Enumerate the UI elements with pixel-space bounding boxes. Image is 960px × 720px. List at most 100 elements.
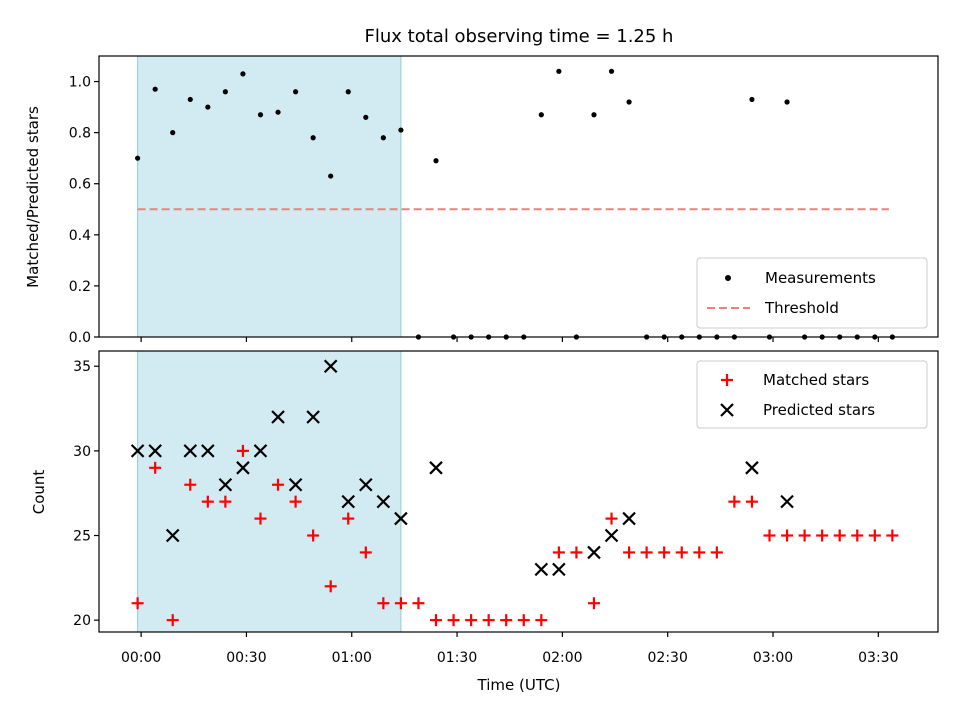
measurement-point — [538, 112, 544, 118]
predicted-star-marker — [130, 444, 145, 458]
predicted-star-marker — [271, 410, 285, 424]
matched-star-marker — [131, 597, 144, 610]
matched-star-marker — [570, 546, 583, 559]
ratio-y-axis: 0.0 0.2 0.4 0.6 0.8 1.0 — [69, 75, 99, 346]
ratio-y-tick-label: 0.8 — [69, 126, 91, 142]
matched-star-marker — [781, 529, 794, 542]
predicted-stars-points — [130, 359, 794, 577]
measurement-point — [608, 68, 615, 74]
matched-star-marker — [201, 495, 214, 508]
count-y-label: Count — [30, 470, 48, 515]
time-x-tick-label: 01:00 — [332, 650, 372, 666]
observing-window-shade-top — [137, 55, 402, 338]
predicted-star-marker — [306, 410, 320, 424]
matched-star-marker — [535, 614, 548, 627]
matched-star-marker — [359, 546, 372, 559]
predicted-star-marker — [165, 528, 180, 543]
predicted-star-marker — [218, 477, 233, 492]
ratio-legend: Measurements Threshold — [696, 257, 928, 329]
ratio-y-tick-label: 0.4 — [69, 228, 91, 244]
predicted-star-marker — [341, 494, 356, 509]
matched-star-marker — [851, 529, 864, 542]
matched-star-marker — [219, 495, 232, 508]
matched-star-marker — [693, 546, 706, 559]
predicted-star-marker — [323, 359, 338, 374]
predicted-star-marker — [183, 444, 198, 458]
measurement-point — [626, 99, 632, 105]
count-y-tick-label: 20 — [73, 613, 91, 629]
ratio-y-label: Matched/Predicted stars — [24, 106, 42, 288]
time-x-axis: 00:00 00:30 01:00 01:30 02:00 02:30 03:00 03:30 — [121, 632, 899, 666]
matched-star-marker — [465, 614, 478, 627]
count-y-tick-label: 25 — [73, 529, 91, 545]
predicted-star-marker — [201, 444, 215, 458]
measurement-point — [380, 135, 386, 141]
observing-window-shade-bottom — [137, 350, 402, 633]
predicted-star-marker — [253, 444, 268, 458]
matched-star-marker — [640, 546, 653, 559]
count-y-axis: 20 25 30 35 — [73, 359, 99, 629]
matched-star-marker — [184, 478, 197, 491]
measurement-point — [433, 158, 439, 164]
matched-star-marker — [412, 597, 425, 610]
measurement-point — [257, 112, 264, 118]
legend-measurements-label: Measurements — [765, 269, 876, 287]
matched-star-marker — [500, 614, 513, 627]
ratio-x-ticks — [140, 337, 879, 342]
matched-star-marker — [377, 597, 390, 610]
matched-star-marker — [236, 444, 249, 457]
ratio-y-tick-label: 1.0 — [69, 75, 91, 91]
time-x-tick-label: 02:00 — [542, 650, 582, 666]
measurement-point — [152, 86, 158, 92]
matched-star-marker — [675, 546, 688, 559]
predicted-star-marker — [376, 494, 391, 509]
matched-star-marker — [166, 614, 179, 627]
measurement-point — [556, 68, 562, 74]
measurement-point — [170, 130, 176, 136]
matched-star-marker — [763, 529, 776, 542]
matched-star-marker — [307, 529, 320, 542]
predicted-star-marker — [745, 461, 759, 475]
measurement-point — [345, 89, 351, 95]
measurement-point — [135, 155, 141, 161]
measurement-point — [205, 104, 211, 110]
legend-threshold-label: Threshold — [764, 299, 839, 317]
measurement-point — [784, 99, 790, 105]
matched-star-marker — [710, 546, 723, 559]
predicted-star-marker — [394, 511, 408, 526]
matched-star-marker — [728, 495, 741, 508]
legend-predicted-marker — [720, 403, 734, 417]
predicted-star-marker — [148, 444, 162, 458]
count-legend: Matched stars Predicted stars — [696, 360, 928, 429]
matched-stars-points — [131, 444, 899, 627]
matched-star-marker — [394, 597, 407, 610]
matched-star-marker — [552, 546, 565, 559]
predicted-star-marker — [429, 461, 443, 475]
count-legend-box — [696, 360, 928, 429]
matched-star-marker — [833, 529, 846, 542]
predicted-star-marker — [288, 477, 303, 492]
time-x-label: Time (UTC) — [477, 676, 561, 694]
legend-measurements-marker — [725, 275, 731, 281]
chart-title: Flux total observing time = 1.25 h — [365, 26, 674, 47]
matched-star-marker — [798, 529, 811, 542]
ratio-y-tick-label: 0.0 — [69, 330, 91, 346]
count-y-tick-label: 30 — [73, 444, 91, 460]
observing-window-top — [137, 55, 402, 338]
matched-star-marker — [430, 614, 443, 627]
matched-star-marker — [289, 495, 302, 508]
time-x-tick-label: 03:30 — [858, 650, 898, 666]
ratio-legend-box — [696, 257, 928, 329]
measurement-point — [328, 173, 334, 179]
time-x-tick-label: 00:00 — [121, 650, 161, 666]
matched-star-marker — [342, 512, 355, 525]
measurement-point — [275, 109, 281, 115]
ratio-y-tick-label: 0.2 — [69, 279, 91, 295]
ratio-panel: Flux total observing time = 1.25 h 0.0 0.… — [24, 26, 939, 346]
matched-star-marker — [745, 495, 758, 508]
matched-star-marker — [447, 614, 460, 627]
predicted-star-marker — [552, 562, 566, 577]
time-x-tick-label: 02:30 — [648, 650, 688, 666]
time-x-tick-label: 01:30 — [437, 650, 477, 666]
ratio-panel-frame — [98, 55, 939, 338]
